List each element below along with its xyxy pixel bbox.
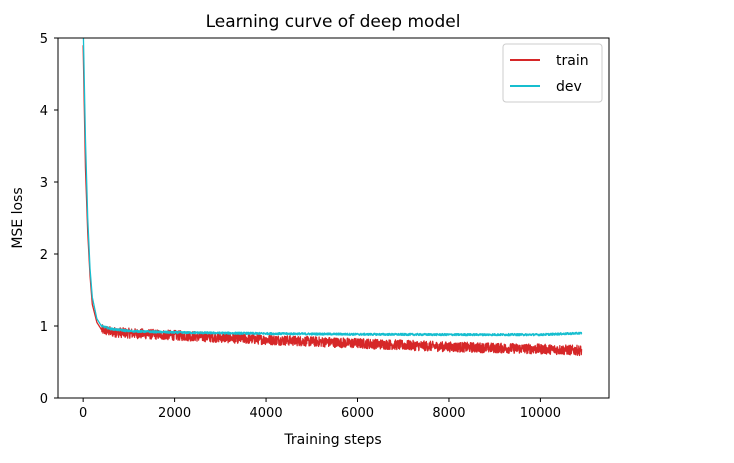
chart-title: Learning curve of deep model	[206, 12, 461, 32]
y-tick-label: 2	[40, 248, 48, 263]
legend-box	[502, 43, 603, 103]
x-axis-label: Training steps	[283, 432, 381, 448]
x-tick-label: 6000	[341, 406, 374, 421]
x-tick-label: 2000	[158, 406, 191, 421]
x-axis: 0 2000 4000 6000 8000 10000	[79, 398, 561, 421]
plot-frame	[57, 37, 610, 399]
x-tick-label: 4000	[250, 406, 283, 421]
series-layer	[82, 38, 583, 357]
legend-train-label: train	[556, 53, 589, 69]
series-dev-line	[82, 38, 583, 337]
y-tick-label: 4	[40, 104, 48, 119]
y-axis-label: MSE loss	[10, 187, 26, 248]
y-tick-label: 0	[40, 392, 48, 407]
x-tick-label: 0	[79, 406, 87, 421]
x-tick-label: 8000	[432, 406, 465, 421]
y-tick-label: 3	[40, 176, 48, 191]
y-tick-label: 5	[40, 32, 48, 47]
series-train-line	[82, 45, 583, 357]
legend-dev-label: dev	[556, 79, 582, 95]
legend: train dev	[502, 43, 603, 103]
y-tick-label: 1	[40, 320, 48, 335]
x-tick-label: 10000	[520, 406, 561, 421]
y-axis: 0 1 2 3 4 5	[40, 32, 58, 407]
